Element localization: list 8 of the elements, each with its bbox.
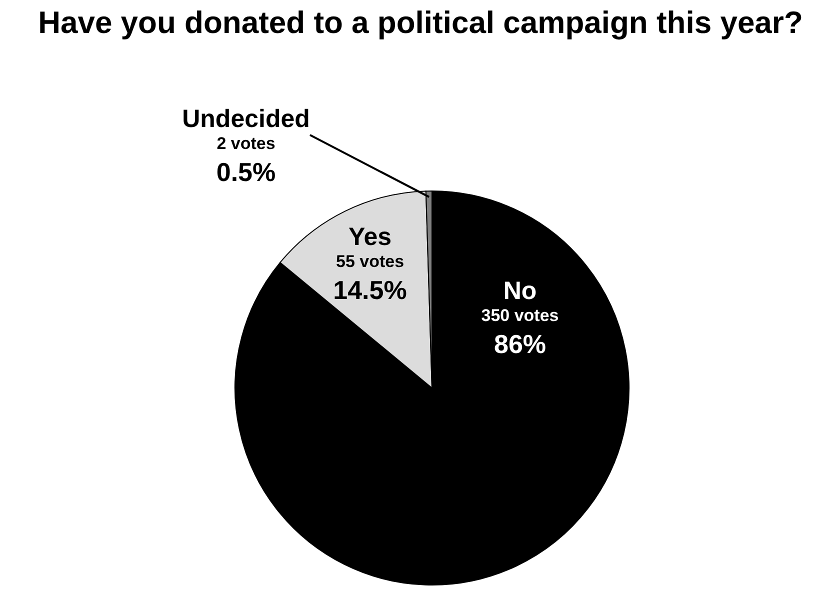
pie-slice [234,190,630,586]
data-label: 350 votes 86% [481,306,559,359]
data-label: 55 votes 14.5% [333,252,407,305]
slice-label: Yes [348,223,392,251]
slice-label: No [503,277,537,305]
chart-title: Have you donated to a political campaign this year? [38,5,803,40]
slice-label: Undecided [182,105,310,133]
data-label: 2 votes 0.5% [216,134,276,187]
